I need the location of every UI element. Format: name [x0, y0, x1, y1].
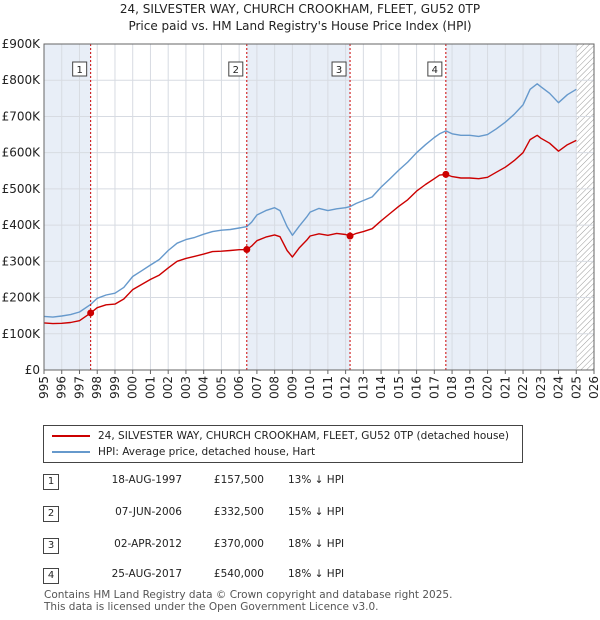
x-tick-label: 1995 [37, 376, 51, 400]
sale-date: 18-AUG-1997 [111, 474, 182, 486]
x-tick-label: 2004 [197, 376, 211, 400]
y-tick-label: £300K [2, 254, 42, 268]
x-tick-label: 2011 [321, 376, 335, 400]
sale-markers: 1 2 3 4 [72, 44, 450, 370]
shaded-period [445, 44, 577, 370]
legend-label-property: 24, SILVESTER WAY, CHURCH CROOKHAM, FLEE… [98, 430, 509, 442]
x-tick-label: 2006 [232, 376, 246, 400]
y-tick-label: £100K [2, 327, 42, 341]
legend-swatch-hpi [52, 451, 90, 453]
sale-point [346, 232, 354, 240]
sale-row: 1 18-AUG-1997 £157,500 13% ↓ HPI [0, 474, 600, 496]
forecast-hatch [576, 44, 594, 370]
sale-price: £332,500 [213, 506, 264, 518]
footer-line: This data is licensed under the Open Gov… [44, 601, 379, 613]
x-tick-label: 2007 [250, 376, 264, 400]
sale-point [442, 170, 450, 178]
plot-background [44, 44, 594, 370]
x-tick-label: 2018 [445, 376, 459, 400]
x-tick-label: 2026 [587, 376, 600, 400]
x-tick-label: 2009 [285, 376, 299, 400]
x-tick-label: 2012 [339, 376, 353, 400]
sale-date: 02-APR-2012 [114, 538, 182, 550]
sale-hpi-diff: 13% ↓ HPI [288, 474, 345, 486]
x-tick-label: 2025 [569, 376, 583, 400]
x-tick-label: 2016 [410, 376, 424, 400]
sale-price: £540,000 [213, 568, 264, 580]
x-tick-label: 1999 [108, 376, 122, 400]
sale-marker-badge [228, 61, 244, 77]
x-tick-label: 2015 [392, 376, 406, 400]
x-tick-label: 2000 [126, 376, 140, 400]
chart-title: 24, SILVESTER WAY, CHURCH CROOKHAM, FLEE… [120, 2, 480, 16]
x-tick-label: 2019 [463, 376, 477, 400]
sale-row: 4 25-AUG-2017 £540,000 18% ↓ HPI [0, 568, 600, 590]
x-tick-label: 1996 [55, 376, 69, 400]
shaded-period [246, 44, 351, 370]
plot-frame [43, 43, 595, 371]
y-tick-label: £500K [2, 182, 42, 196]
sale-marker-label: 2 [233, 65, 239, 76]
legend-item-hpi: HPI: Average price, detached house, Hart [52, 444, 315, 460]
sale-number-badge: 4 [43, 568, 59, 584]
sale-number-badge: 3 [43, 538, 59, 554]
shaded-period [44, 44, 91, 370]
sale-date: 07-JUN-2006 [115, 506, 182, 518]
property-price-line [43, 134, 577, 325]
x-tick-label: 2022 [516, 376, 530, 400]
x-tick-label: 2020 [481, 376, 495, 400]
axes: £0 £100K £200K £300K £400K £500K £600K £700K £80… [2, 37, 600, 400]
sale-hpi-diff: 18% ↓ HPI [288, 538, 345, 550]
sale-number-badge: 1 [43, 474, 59, 490]
x-tick-label: 1997 [72, 376, 86, 400]
y-tick-label: £800K [2, 73, 42, 87]
x-tick-label: 2005 [214, 376, 228, 400]
sale-hpi-diff: 15% ↓ HPI [288, 506, 345, 518]
y-tick-label: £600K [2, 146, 42, 160]
sale-hpi-diff: 18% ↓ HPI [288, 568, 345, 580]
y-tick-label: £400K [2, 218, 42, 232]
y-tick-label: £0 [25, 363, 40, 377]
legend: 24, SILVESTER WAY, CHURCH CROOKHAM, FLEE… [43, 425, 523, 463]
x-tick-label: 2003 [179, 376, 193, 400]
sale-marker-label: 4 [432, 65, 438, 76]
y-tick-label: £900K [2, 37, 42, 51]
x-tick-label: 2002 [161, 376, 175, 400]
hpi-line [43, 83, 577, 318]
sale-point [243, 246, 251, 254]
sale-marker-badge [72, 61, 88, 77]
y-tick-label: £700K [2, 109, 42, 123]
x-tick-label: 2021 [498, 376, 512, 400]
legend-swatch-property [52, 435, 90, 437]
footer-line: Contains HM Land Registry data © Crown c… [44, 589, 453, 601]
sale-row: 3 02-APR-2012 £370,000 18% ↓ HPI [0, 538, 600, 560]
series-layer [43, 83, 577, 325]
x-tick-label: 2013 [356, 376, 370, 400]
legend-label-hpi: HPI: Average price, detached house, Hart [98, 446, 316, 458]
price-chart: 24, SILVESTER WAY, CHURCH CROOKHAM, FLEE… [2, 2, 600, 400]
sale-number-badge: 2 [43, 506, 59, 522]
sale-marker-badge [331, 61, 347, 77]
legend-item-property: 24, SILVESTER WAY, CHURCH CROOKHAM, FLEE… [52, 428, 509, 444]
x-tick-label: 2023 [534, 376, 548, 400]
sale-marker-badge [427, 61, 443, 77]
sale-point [87, 309, 95, 317]
sale-price: £370,000 [213, 538, 264, 550]
x-tick-label: 2010 [303, 376, 317, 400]
footer-notice: Contains HM Land Registry data © Crown c… [44, 589, 452, 613]
y-tick-label: £200K [2, 291, 42, 305]
x-tick-label: 2001 [143, 376, 157, 400]
x-tick-label: 2017 [427, 376, 441, 400]
sale-row: 2 07-JUN-2006 £332,500 15% ↓ HPI [0, 506, 600, 528]
x-tick-label: 1998 [90, 376, 104, 400]
sale-marker-label: 1 [76, 65, 82, 76]
sale-date: 25-AUG-2017 [111, 568, 182, 580]
sale-marker-label: 3 [336, 65, 342, 76]
x-tick-label: 2008 [268, 376, 282, 400]
x-tick-label: 2024 [552, 376, 566, 400]
sale-price: £157,500 [213, 474, 264, 486]
x-tick-label: 2014 [374, 376, 388, 400]
chart-subtitle: Price paid vs. HM Land Registry's House … [128, 19, 471, 33]
